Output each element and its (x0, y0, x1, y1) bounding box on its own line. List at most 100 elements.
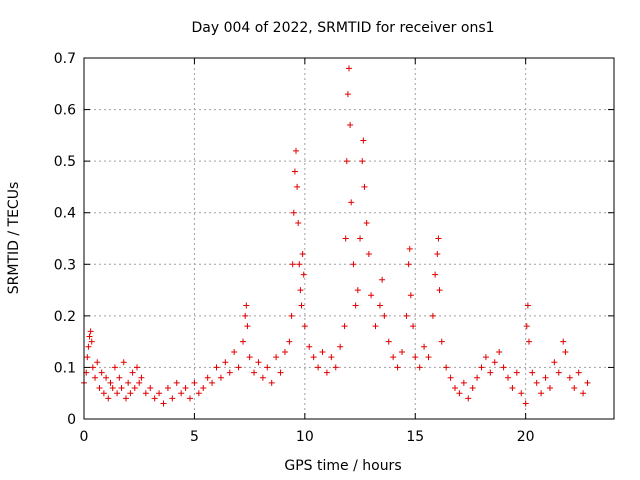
data-point (341, 323, 348, 330)
data-point (348, 199, 355, 206)
data-point (438, 338, 445, 345)
data-point (246, 354, 253, 361)
data-point (290, 209, 297, 216)
data-point (293, 147, 299, 154)
data-point (277, 369, 284, 376)
data-point (337, 343, 344, 350)
data-point (529, 369, 536, 376)
data-point (342, 235, 349, 242)
x-tick-label: 5 (190, 429, 199, 445)
data-point (524, 302, 531, 309)
axis-ticks: 0 0.1 0.2 0.3 0.4 0.5 0.6 0.7 0 5 10 15 20 (54, 51, 614, 445)
data-point (571, 385, 578, 392)
data-point (122, 395, 129, 402)
data-point (103, 374, 110, 381)
data-point (100, 390, 107, 397)
data-point (87, 328, 94, 335)
data-point (346, 65, 352, 72)
data-point (456, 390, 463, 397)
data-point (385, 338, 392, 345)
data-point (98, 369, 105, 376)
data-point (566, 374, 573, 381)
data-point (421, 343, 428, 350)
data-point (363, 220, 370, 227)
data-point (361, 183, 368, 190)
y-tick-label: 0 (67, 412, 76, 428)
data-point (86, 333, 93, 340)
data-point (360, 137, 367, 144)
data-point (213, 364, 220, 371)
x-axis-label: GPS time / hours (284, 458, 401, 474)
data-point (434, 250, 441, 257)
plot-frame (83, 57, 615, 420)
data-point (85, 343, 92, 350)
data-point (187, 395, 193, 402)
data-point (538, 390, 545, 397)
data-point (286, 338, 293, 345)
data-point (92, 374, 99, 381)
data-point (332, 364, 339, 371)
y-tick-label: 0.7 (54, 51, 76, 67)
data-point (310, 354, 317, 361)
data-point (357, 235, 364, 242)
data-point (452, 385, 458, 392)
data-point (105, 395, 112, 402)
data-point (523, 323, 530, 330)
data-point (169, 395, 176, 402)
data-point (136, 379, 143, 386)
data-point (482, 354, 489, 361)
data-point (365, 250, 372, 257)
data-point (191, 379, 198, 386)
data-point (294, 183, 301, 190)
data-point (405, 261, 412, 268)
grid-lines (84, 58, 614, 419)
data-point (195, 390, 202, 397)
data-point (129, 369, 136, 376)
x-tick-label: 15 (406, 429, 424, 445)
data-point (416, 364, 423, 371)
data-point (465, 395, 472, 402)
data-point (255, 359, 262, 366)
data-point (142, 390, 149, 397)
data-point (522, 400, 529, 407)
data-point (147, 385, 154, 392)
data-point (160, 400, 167, 407)
data-point (513, 369, 520, 376)
data-point (251, 369, 258, 376)
data-point (299, 250, 306, 257)
x-tick-label: 0 (80, 429, 89, 445)
data-point (487, 369, 494, 376)
data-point (291, 168, 298, 175)
data-point (474, 374, 481, 381)
data-points (81, 65, 591, 407)
data-point (281, 348, 288, 355)
data-point (296, 261, 303, 268)
data-point (394, 364, 401, 371)
data-point (306, 343, 313, 350)
data-point (410, 323, 417, 330)
data-point (244, 323, 251, 330)
data-point (222, 359, 229, 366)
data-point (500, 364, 507, 371)
data-point (381, 312, 388, 319)
data-point (432, 271, 439, 278)
data-point (319, 348, 326, 355)
data-point (403, 312, 410, 319)
data-point (491, 359, 498, 366)
data-point (469, 385, 476, 392)
y-axis-label: SRMTID / TECUs (6, 182, 22, 295)
data-point (496, 348, 503, 355)
data-point (164, 385, 171, 392)
data-point (301, 323, 308, 330)
data-point (107, 379, 114, 386)
data-point (243, 302, 250, 309)
x-tick-label: 20 (517, 429, 535, 445)
data-point (509, 385, 516, 392)
data-point (555, 369, 562, 376)
y-tick-label: 0.3 (54, 257, 76, 273)
data-point (443, 364, 450, 371)
y-tick-label: 0.1 (54, 360, 76, 376)
data-point (542, 374, 549, 381)
data-point (425, 354, 432, 361)
data-point (298, 302, 305, 309)
